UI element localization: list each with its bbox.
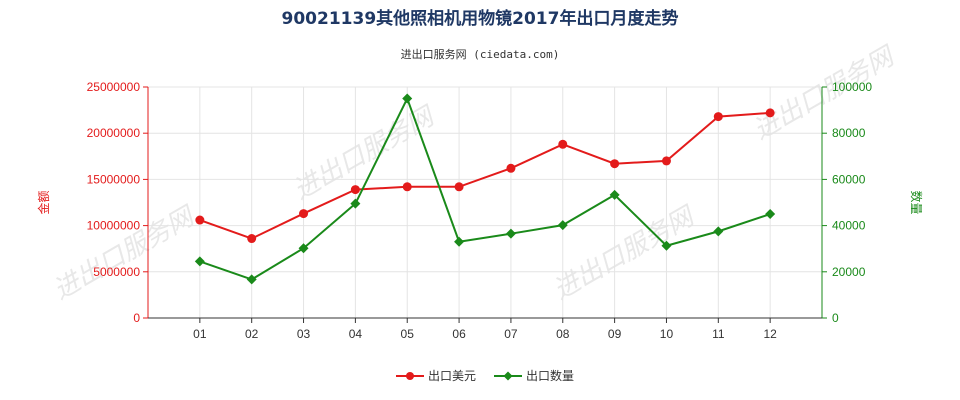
left-tick-label: 15000000 (87, 172, 141, 186)
series-1-point (558, 139, 568, 149)
right-axis-label: 数量 (909, 190, 924, 214)
right-tick-label: 0 (832, 311, 839, 325)
series-1-point (765, 108, 775, 118)
axes (147, 87, 823, 319)
series-2-point (350, 198, 361, 209)
left-axis-ticks: 0 5000000 10000000 15000000 20000000 25000000 (87, 80, 148, 325)
x-tick-label: 04 (349, 327, 363, 341)
legend-item-2[interactable]: 出口数量 (494, 368, 574, 383)
legend-label: 出口数量 (526, 368, 574, 383)
series-1-point (402, 182, 412, 192)
series-1-point (299, 209, 309, 219)
right-tick-label: 40000 (832, 219, 866, 233)
right-axis-ticks: 0 20000 40000 60000 80000 100000 (822, 80, 872, 325)
series-2-point (713, 226, 724, 237)
x-tick-label: 01 (193, 327, 207, 341)
left-tick-label: 20000000 (87, 126, 141, 140)
series-1-point (610, 159, 620, 169)
watermark-text: 进出口服务网 (289, 101, 442, 206)
left-axis-label: 金额 (36, 190, 51, 214)
series-2-point (246, 274, 257, 285)
series-line-1 (199, 111, 771, 240)
series-1-point (454, 182, 464, 192)
series-1-point (661, 156, 671, 166)
grid-lines (148, 86, 822, 319)
x-tick-label: 08 (556, 327, 570, 341)
right-tick-label: 20000 (832, 265, 866, 279)
legend-marker-circle (406, 372, 414, 380)
x-tick-label: 11 (712, 327, 725, 341)
series-2-point (505, 228, 516, 239)
left-tick-label: 0 (133, 311, 140, 325)
chart-subtitle: 进出口服务网 (ciedata.com) (401, 47, 560, 61)
series-2-point (194, 256, 205, 267)
watermark-text: 进出口服务网 (749, 41, 902, 146)
x-tick-label: 06 (452, 327, 466, 341)
series-2-point (557, 220, 568, 231)
series-1-point (506, 163, 516, 173)
chart-title: 90021139其他照相机用物镜2017年出口月度走势 (282, 8, 679, 29)
legend-marker-diamond (503, 371, 513, 381)
series-2-point (661, 240, 672, 251)
series-1-point (195, 215, 205, 225)
legend-label: 出口美元 (428, 369, 476, 383)
left-tick-label: 10000000 (87, 219, 141, 233)
right-tick-label: 80000 (832, 126, 866, 140)
x-tick-label: 02 (245, 327, 259, 341)
series-2-point (454, 236, 465, 247)
legend[interactable]: 出口美元 出口数量 (396, 368, 574, 383)
watermark-text: 进出口服务网 (49, 201, 202, 306)
legend-item-1[interactable]: 出口美元 (396, 369, 476, 383)
series-1-point (713, 112, 723, 122)
series-2-point (402, 93, 413, 104)
left-tick-label: 25000000 (87, 80, 141, 94)
right-tick-label: 60000 (832, 172, 866, 186)
x-tick-label: 03 (297, 327, 311, 341)
x-tick-label: 10 (660, 327, 674, 341)
x-tick-label: 07 (504, 327, 518, 341)
right-tick-label: 100000 (832, 80, 872, 94)
series-2-point (298, 243, 309, 254)
x-tick-label: 09 (608, 327, 622, 341)
x-tick-label: 05 (401, 327, 415, 341)
series-2-point (765, 209, 776, 220)
series-layer (194, 93, 776, 285)
series-2-point (609, 189, 620, 200)
x-tick-label: 12 (763, 327, 777, 341)
series-1-point (247, 234, 257, 244)
x-axis-ticks: 01 02 03 04 05 06 07 08 09 10 11 12 (193, 318, 777, 341)
series-line-2 (199, 96, 771, 281)
watermark-text: 进出口服务网 (549, 201, 702, 306)
series-1-point (350, 185, 360, 195)
left-tick-label: 5000000 (93, 265, 140, 279)
